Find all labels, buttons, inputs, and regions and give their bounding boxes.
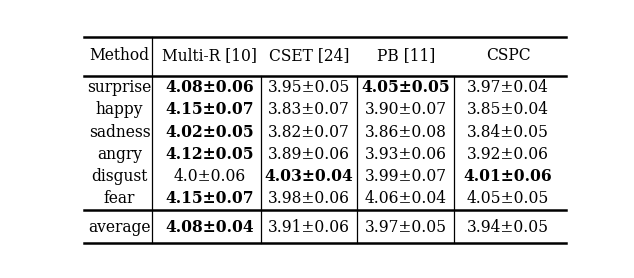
Text: PB [11]: PB [11]	[377, 47, 435, 64]
Text: average: average	[88, 219, 151, 235]
Text: 4.02±0.05: 4.02±0.05	[165, 123, 254, 141]
Text: 4.15±0.07: 4.15±0.07	[165, 101, 254, 118]
Text: 4.12±0.05: 4.12±0.05	[165, 146, 254, 163]
Text: 3.92±0.06: 3.92±0.06	[467, 146, 549, 163]
Text: disgust: disgust	[91, 168, 148, 185]
Text: surprise: surprise	[87, 80, 152, 96]
Text: 4.01±0.06: 4.01±0.06	[464, 168, 553, 185]
Text: 3.90±0.07: 3.90±0.07	[365, 101, 447, 118]
Text: 3.91±0.06: 3.91±0.06	[268, 219, 350, 235]
Text: 3.86±0.08: 3.86±0.08	[365, 123, 447, 141]
Text: 4.05±0.05: 4.05±0.05	[361, 80, 450, 96]
Text: 3.97±0.05: 3.97±0.05	[365, 219, 447, 235]
Text: 4.05±0.05: 4.05±0.05	[467, 190, 550, 207]
Text: 3.95±0.05: 3.95±0.05	[268, 80, 351, 96]
Text: Multi-R [10]: Multi-R [10]	[162, 47, 257, 64]
Text: 4.08±0.06: 4.08±0.06	[165, 80, 254, 96]
Text: 4.08±0.04: 4.08±0.04	[165, 219, 254, 235]
Text: CSET [24]: CSET [24]	[269, 47, 349, 64]
Text: 4.15±0.07: 4.15±0.07	[165, 190, 254, 207]
Text: 4.06±0.04: 4.06±0.04	[365, 190, 447, 207]
Text: 3.97±0.04: 3.97±0.04	[467, 80, 549, 96]
Text: 3.94±0.05: 3.94±0.05	[467, 219, 549, 235]
Text: 4.03±0.04: 4.03±0.04	[265, 168, 354, 185]
Text: 3.98±0.06: 3.98±0.06	[268, 190, 350, 207]
Text: Method: Method	[89, 47, 150, 64]
Text: fear: fear	[104, 190, 135, 207]
Text: 3.99±0.07: 3.99±0.07	[365, 168, 447, 185]
Text: CSPC: CSPC	[486, 47, 531, 64]
Text: 3.84±0.05: 3.84±0.05	[467, 123, 549, 141]
Text: 3.89±0.06: 3.89±0.06	[268, 146, 350, 163]
Text: happy: happy	[96, 101, 143, 118]
Text: 4.0±0.06: 4.0±0.06	[173, 168, 245, 185]
Text: sadness: sadness	[89, 123, 150, 141]
Text: 3.83±0.07: 3.83±0.07	[268, 101, 350, 118]
Text: angry: angry	[97, 146, 142, 163]
Text: 3.93±0.06: 3.93±0.06	[365, 146, 447, 163]
Text: 3.82±0.07: 3.82±0.07	[268, 123, 350, 141]
Text: 3.85±0.04: 3.85±0.04	[467, 101, 549, 118]
